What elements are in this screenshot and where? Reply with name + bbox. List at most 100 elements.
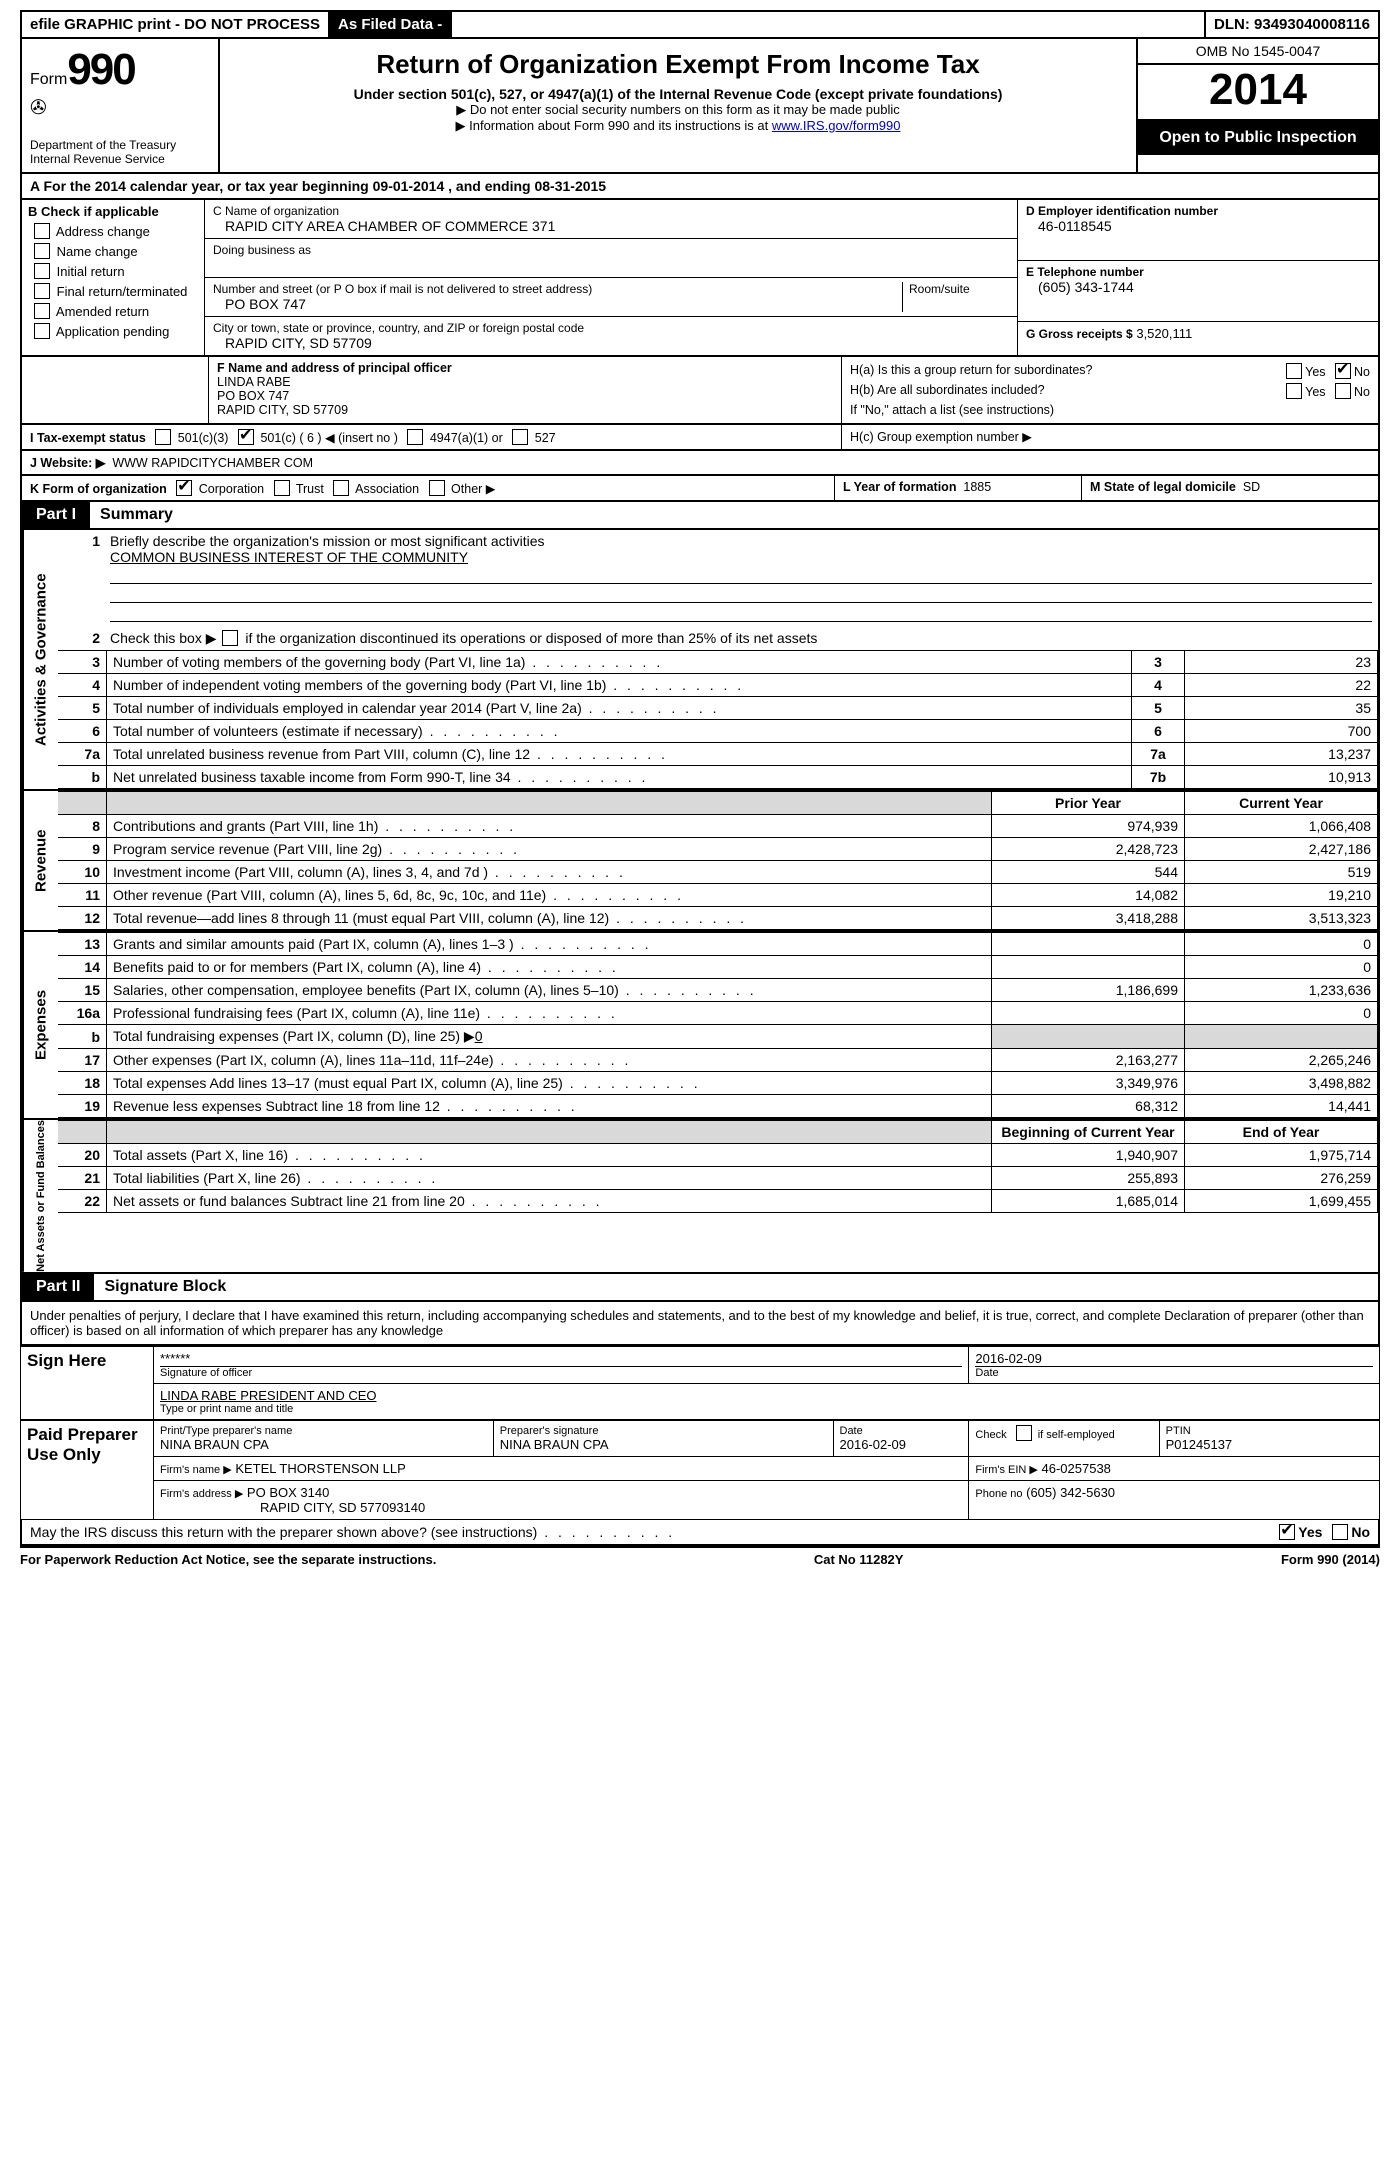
officer-addr: PO BOX 747 bbox=[217, 389, 833, 403]
col-b-checkboxes: B Check if applicable Address change Nam… bbox=[22, 200, 205, 355]
l-year-formation: L Year of formation 1885 bbox=[835, 476, 1082, 500]
expenses-section: Expenses 13Grants and similar amounts pa… bbox=[20, 932, 1380, 1120]
phone-value: (605) 343-1744 bbox=[1026, 279, 1370, 295]
activities-governance-section: Activities & Governance 1 Briefly descri… bbox=[20, 530, 1380, 791]
org-name: RAPID CITY AREA CHAMBER OF COMMERCE 371 bbox=[213, 218, 1009, 234]
m-state-domicile: M State of legal domicile SD bbox=[1082, 476, 1378, 500]
officer-print-name: LINDA RABE PRESIDENT AND CEO bbox=[160, 1388, 1373, 1403]
section-f-h: F Name and address of principal officer … bbox=[20, 357, 1380, 425]
header-right: OMB No 1545-0047 2014 Open to Public Ins… bbox=[1138, 39, 1378, 172]
info-note: ▶ Information about Form 990 and its ins… bbox=[232, 118, 1124, 134]
firm-phone: (605) 342-5630 bbox=[1026, 1485, 1115, 1500]
principal-officer-cell: F Name and address of principal officer … bbox=[209, 357, 842, 423]
cb-initial-return[interactable]: Initial return bbox=[28, 263, 198, 279]
preparer-signature: NINA BRAUN CPA bbox=[500, 1437, 827, 1452]
form-number: Form990 bbox=[30, 45, 210, 95]
net-assets-table: Beginning of Current YearEnd of Year 20T… bbox=[58, 1120, 1378, 1213]
k-form-of-org: K Form of organization Corporation Trust… bbox=[22, 476, 835, 500]
sign-here-table: Sign Here ****** Signature of officer 20… bbox=[20, 1346, 1380, 1420]
perjury-statement: Under penalties of perjury, I declare th… bbox=[20, 1302, 1380, 1346]
sign-here-label: Sign Here bbox=[21, 1346, 154, 1419]
net-assets-section: Net Assets or Fund Balances Beginning of… bbox=[20, 1120, 1380, 1274]
discuss-answer: Yes No bbox=[1273, 1524, 1370, 1540]
topbar-spacer bbox=[452, 12, 1206, 37]
ptin-value: P01245137 bbox=[1166, 1437, 1373, 1452]
dept-treasury: Department of the Treasury bbox=[30, 120, 210, 152]
city-cell: City or town, state or province, country… bbox=[205, 317, 1017, 355]
irs-label: Internal Revenue Service bbox=[30, 152, 210, 166]
org-address: PO BOX 747 bbox=[213, 296, 896, 312]
cb-final-return[interactable]: Final return/terminated bbox=[28, 283, 198, 299]
officer-name: LINDA RABE bbox=[217, 375, 833, 389]
mission-text: COMMON BUSINESS INTEREST OF THE COMMUNIT… bbox=[110, 549, 468, 565]
website-value: WWW RAPIDCITYCHAMBER COM bbox=[112, 456, 313, 470]
self-employed-check: Check if self-employed bbox=[969, 1420, 1159, 1456]
side-label-expenses: Expenses bbox=[22, 932, 58, 1118]
header-mid: Return of Organization Exempt From Incom… bbox=[220, 39, 1138, 172]
side-label-revenue: Revenue bbox=[22, 791, 58, 930]
h-a-answer: Yes No bbox=[1280, 363, 1370, 379]
sign-date: 2016-02-09 bbox=[975, 1351, 1373, 1366]
part-2-header: Part II Signature Block bbox=[20, 1274, 1380, 1302]
h-c-group-exemption: H(c) Group exemption number ▶ bbox=[842, 425, 1378, 449]
revenue-section: Revenue Prior YearCurrent Year 8Contribu… bbox=[20, 791, 1380, 932]
cb-name-change[interactable]: Name change bbox=[28, 243, 198, 259]
row-i-tax-exempt: I Tax-exempt status 501(c)(3) 501(c) ( 6… bbox=[20, 425, 1380, 451]
as-filed-label: As Filed Data - bbox=[330, 12, 452, 37]
ein-cell: D Employer identification number 46-0118… bbox=[1018, 200, 1378, 261]
ssn-note: ▶ Do not enter social security numbers o… bbox=[232, 102, 1124, 118]
header-left: Form990 ✇ Department of the Treasury Int… bbox=[22, 39, 220, 172]
firm-ein: 46-0257538 bbox=[1042, 1461, 1111, 1476]
preparer-date: 2016-02-09 bbox=[840, 1437, 963, 1452]
section-h: H(a) Is this a group return for subordin… bbox=[842, 357, 1378, 423]
ein-value: 46-0118545 bbox=[1026, 218, 1370, 234]
efile-label: efile GRAPHIC print - DO NOT PROCESS bbox=[22, 12, 330, 37]
dba-cell: Doing business as bbox=[205, 239, 1017, 278]
col-d-e-g: D Employer identification number 46-0118… bbox=[1018, 200, 1378, 355]
footer-left: For Paperwork Reduction Act Notice, see … bbox=[20, 1552, 436, 1567]
col-c-org-info: C Name of organization RAPID CITY AREA C… bbox=[205, 200, 1018, 355]
firm-addr1: PO BOX 3140 bbox=[247, 1485, 329, 1500]
h-b-answer: Yes No bbox=[1280, 383, 1370, 399]
revenue-table: Prior YearCurrent Year 8Contributions an… bbox=[58, 791, 1378, 930]
cb-address-change[interactable]: Address change bbox=[28, 223, 198, 239]
discuss-row: May the IRS discuss this return with the… bbox=[20, 1520, 1380, 1546]
page-footer: For Paperwork Reduction Act Notice, see … bbox=[20, 1546, 1380, 1567]
dln: DLN: 93493040008116 bbox=[1206, 12, 1378, 37]
section-b-c-d: B Check if applicable Address change Nam… bbox=[20, 200, 1380, 357]
efile-topbar: efile GRAPHIC print - DO NOT PROCESS As … bbox=[20, 10, 1380, 39]
expenses-table: 13Grants and similar amounts paid (Part … bbox=[58, 932, 1378, 1118]
row-k-l-m: K Form of organization Corporation Trust… bbox=[20, 476, 1380, 502]
form-990-page: efile GRAPHIC print - DO NOT PROCESS As … bbox=[0, 0, 1400, 1607]
preparer-name: NINA BRAUN CPA bbox=[160, 1437, 487, 1452]
officer-city: RAPID CITY, SD 57709 bbox=[217, 403, 833, 417]
cb-application-pending[interactable]: Application pending bbox=[28, 323, 198, 339]
footer-mid: Cat No 11282Y bbox=[814, 1552, 904, 1567]
side-label-ag: Activities & Governance bbox=[22, 530, 58, 789]
org-city: RAPID CITY, SD 57709 bbox=[213, 335, 1009, 351]
row-j-website: J Website: ▶ WWW RAPIDCITYCHAMBER COM bbox=[20, 451, 1380, 476]
row-a-tax-year: A For the 2014 calendar year, or tax yea… bbox=[20, 174, 1380, 200]
part-1-header: Part I Summary bbox=[20, 502, 1380, 530]
form-subtitle: Under section 501(c), 527, or 4947(a)(1)… bbox=[232, 86, 1124, 102]
line-2: 2 Check this box ▶ if the organization d… bbox=[58, 627, 1378, 650]
footer-right: Form 990 (2014) bbox=[1281, 1552, 1380, 1567]
form-header: Form990 ✇ Department of the Treasury Int… bbox=[20, 39, 1380, 174]
open-public-badge: Open to Public Inspection bbox=[1138, 121, 1378, 155]
paid-preparer-table: Paid Preparer Use Only Print/Type prepar… bbox=[20, 1420, 1380, 1520]
omb-number: OMB No 1545-0047 bbox=[1138, 39, 1378, 65]
org-name-cell: C Name of organization RAPID CITY AREA C… bbox=[205, 200, 1017, 239]
irs-link[interactable]: www.IRS.gov/form990 bbox=[772, 118, 901, 133]
paid-preparer-label: Paid Preparer Use Only bbox=[21, 1420, 154, 1519]
gross-receipts-cell: G Gross receipts $ 3,520,111 bbox=[1018, 322, 1378, 345]
phone-cell: E Telephone number (605) 343-1744 bbox=[1018, 261, 1378, 322]
tax-year: 2014 bbox=[1138, 65, 1378, 121]
form-title: Return of Organization Exempt From Incom… bbox=[232, 49, 1124, 80]
cb-amended-return[interactable]: Amended return bbox=[28, 303, 198, 319]
address-cell: Number and street (or P O box if mail is… bbox=[205, 278, 1017, 317]
side-label-netassets: Net Assets or Fund Balances bbox=[22, 1120, 58, 1272]
line-1: 1 Briefly describe the organization's mi… bbox=[58, 530, 1378, 627]
governance-table: 3Number of voting members of the governi… bbox=[58, 650, 1378, 789]
gross-receipts-value: 3,520,111 bbox=[1136, 326, 1192, 341]
firm-name: KETEL THORSTENSON LLP bbox=[235, 1461, 406, 1476]
